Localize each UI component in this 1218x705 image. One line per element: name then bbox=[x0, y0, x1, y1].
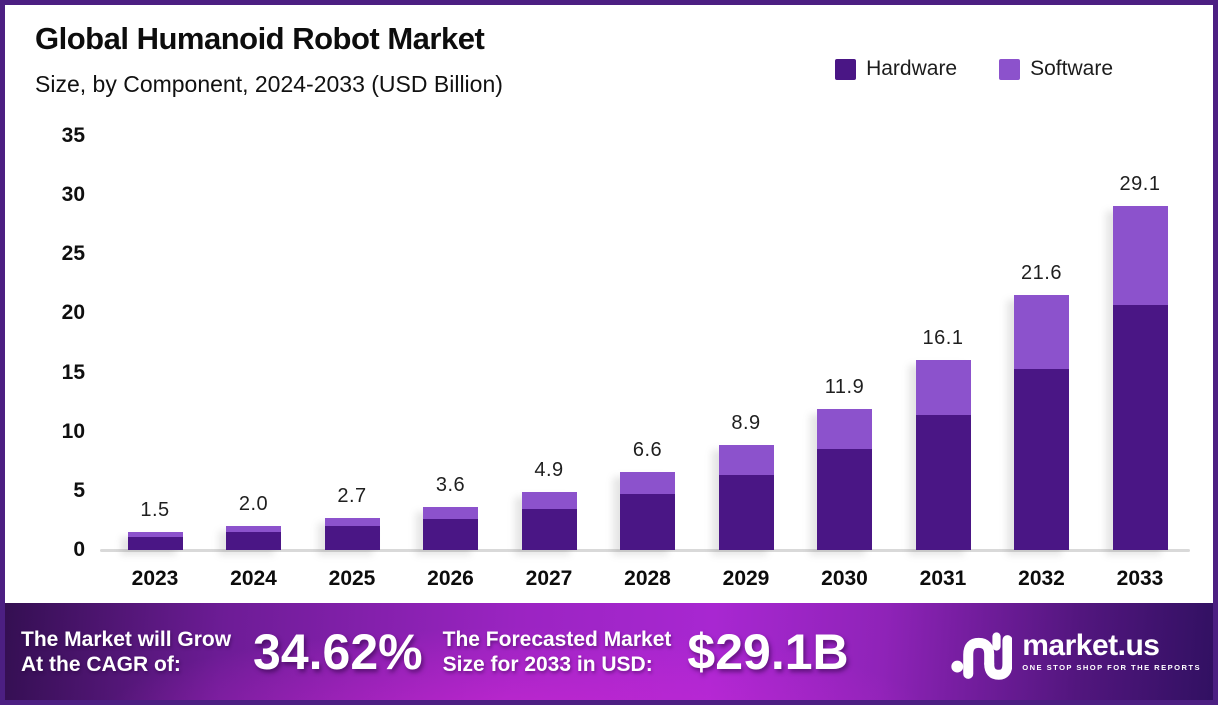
x-axis-tick-label: 2028 bbox=[624, 567, 671, 590]
stacked-bar-chart: 0 5 10 15 20 25 30 35 1.5 2023 2.0 2024 2.7 2025 3.6 20… bbox=[5, 5, 1213, 613]
software-segment bbox=[324, 518, 380, 527]
forecast-label: The Forecasted Market Size for 2033 in U… bbox=[443, 627, 672, 677]
stacked-bar-2025 bbox=[324, 518, 380, 550]
hardware-segment bbox=[127, 536, 183, 550]
page-title: Global Humanoid Robot Market bbox=[35, 21, 485, 56]
software-segment bbox=[817, 409, 872, 450]
hardware-segment bbox=[817, 449, 872, 550]
software-segment bbox=[127, 532, 183, 537]
y-axis-tick-label: 20 bbox=[61, 301, 85, 325]
stacked-bar-2023 bbox=[127, 532, 183, 550]
x-axis-tick-label: 2024 bbox=[230, 567, 277, 590]
y-axis-tick-label: 10 bbox=[61, 419, 85, 443]
software-swatch-icon bbox=[999, 58, 1021, 80]
software-segment bbox=[521, 492, 577, 509]
bar-value-label: 16.1 bbox=[922, 326, 964, 349]
x-axis-tick-label: 2033 bbox=[1116, 567, 1164, 590]
hardware-segment bbox=[423, 519, 478, 550]
software-segment bbox=[1014, 294, 1069, 370]
stacked-bar-2029 bbox=[718, 444, 774, 550]
stacked-bar-2030 bbox=[817, 409, 872, 550]
forecast-label-line2: Size for 2033 in USD: bbox=[442, 652, 653, 676]
stacked-bar-2024 bbox=[226, 526, 281, 550]
forecast-value: $29.1B bbox=[687, 623, 849, 680]
marketus-logo-tagline: ONE STOP SHOP FOR THE REPORTS bbox=[1022, 663, 1201, 672]
legend-item-software: Software bbox=[999, 57, 1113, 81]
bar-value-label: 6.6 bbox=[632, 438, 663, 461]
x-axis-tick-label: 2025 bbox=[328, 567, 376, 590]
hardware-segment bbox=[1014, 369, 1069, 550]
marketus-logo-text-block: market.us ONE STOP SHOP FOR THE REPORTS bbox=[1022, 629, 1201, 673]
y-axis-tick-label: 5 bbox=[73, 478, 85, 502]
hardware-segment bbox=[620, 494, 675, 550]
bar-value-label: 21.6 bbox=[1021, 261, 1062, 284]
x-axis-tick-label: 2030 bbox=[821, 567, 868, 590]
bar-value-label: 2.7 bbox=[337, 485, 367, 508]
hardware-swatch-icon bbox=[835, 58, 857, 80]
cagr-label: The Market will Grow At the CAGR of: bbox=[21, 627, 231, 677]
stacked-bar-2033 bbox=[1112, 205, 1168, 550]
forecast-label-line1: The Forecasted Market bbox=[442, 627, 672, 651]
marketus-logo: market.us ONE STOP SHOP FOR THE REPORTS bbox=[950, 624, 1207, 680]
bar-value-label: 11.9 bbox=[824, 376, 865, 399]
x-axis-tick-label: 2031 bbox=[919, 567, 967, 590]
bar-value-label: 3.6 bbox=[435, 474, 466, 497]
legend-label-software: Software bbox=[1030, 57, 1113, 80]
legend-item-hardware: Hardware bbox=[835, 57, 957, 81]
bottom-banner: The Market will Grow At the CAGR of: 34.… bbox=[5, 603, 1213, 700]
bar-value-label: 8.9 bbox=[731, 411, 761, 434]
stacked-bar-2027 bbox=[521, 492, 577, 550]
software-segment bbox=[718, 444, 774, 476]
legend: Hardware Software bbox=[835, 57, 1113, 81]
x-axis-tick-label: 2029 bbox=[722, 567, 770, 590]
cagr-value: 34.62% bbox=[253, 623, 423, 680]
y-axis-tick-label: 25 bbox=[61, 242, 85, 266]
bar-value-label: 2.0 bbox=[238, 493, 269, 516]
cagr-label-line1: The Market will Grow bbox=[21, 627, 232, 651]
legend-label-hardware: Hardware bbox=[866, 57, 958, 80]
y-axis-tick-label: 30 bbox=[61, 183, 85, 207]
y-axis-tick-label: 35 bbox=[61, 124, 85, 147]
x-axis-tick-label: 2026 bbox=[427, 567, 474, 590]
hardware-segment bbox=[226, 532, 281, 550]
software-segment bbox=[915, 359, 971, 416]
hardware-segment bbox=[324, 526, 380, 550]
marketus-logo-icon bbox=[951, 631, 1013, 680]
software-segment bbox=[1112, 205, 1168, 306]
stacked-bar-2026 bbox=[423, 507, 478, 550]
software-segment bbox=[423, 507, 478, 520]
software-segment bbox=[620, 471, 675, 495]
bar-value-label: 4.9 bbox=[534, 459, 564, 482]
bar-value-label: 1.5 bbox=[140, 499, 170, 522]
y-axis-tick-label: 0 bbox=[73, 538, 85, 561]
hardware-segment bbox=[915, 415, 971, 550]
hardware-segment bbox=[521, 508, 577, 550]
x-axis-tick-label: 2027 bbox=[525, 567, 573, 590]
bar-value-label: 29.1 bbox=[1119, 172, 1161, 195]
software-segment bbox=[226, 526, 281, 533]
cagr-label-line2: At the CAGR of: bbox=[21, 652, 181, 676]
x-axis-tick-label: 2023 bbox=[131, 567, 179, 590]
y-axis-tick-label: 15 bbox=[61, 360, 85, 384]
hardware-segment bbox=[718, 475, 774, 550]
stacked-bar-2031 bbox=[915, 359, 971, 550]
page-subtitle: Size, by Component, 2024-2033 (USD Billi… bbox=[35, 71, 503, 97]
x-axis-tick-label: 2032 bbox=[1018, 567, 1065, 590]
stacked-bar-2028 bbox=[620, 471, 675, 550]
hardware-segment bbox=[1112, 305, 1168, 550]
marketus-logo-text: market.us bbox=[1022, 629, 1160, 662]
stacked-bar-2032 bbox=[1014, 294, 1069, 550]
x-axis-baseline bbox=[100, 549, 1190, 552]
